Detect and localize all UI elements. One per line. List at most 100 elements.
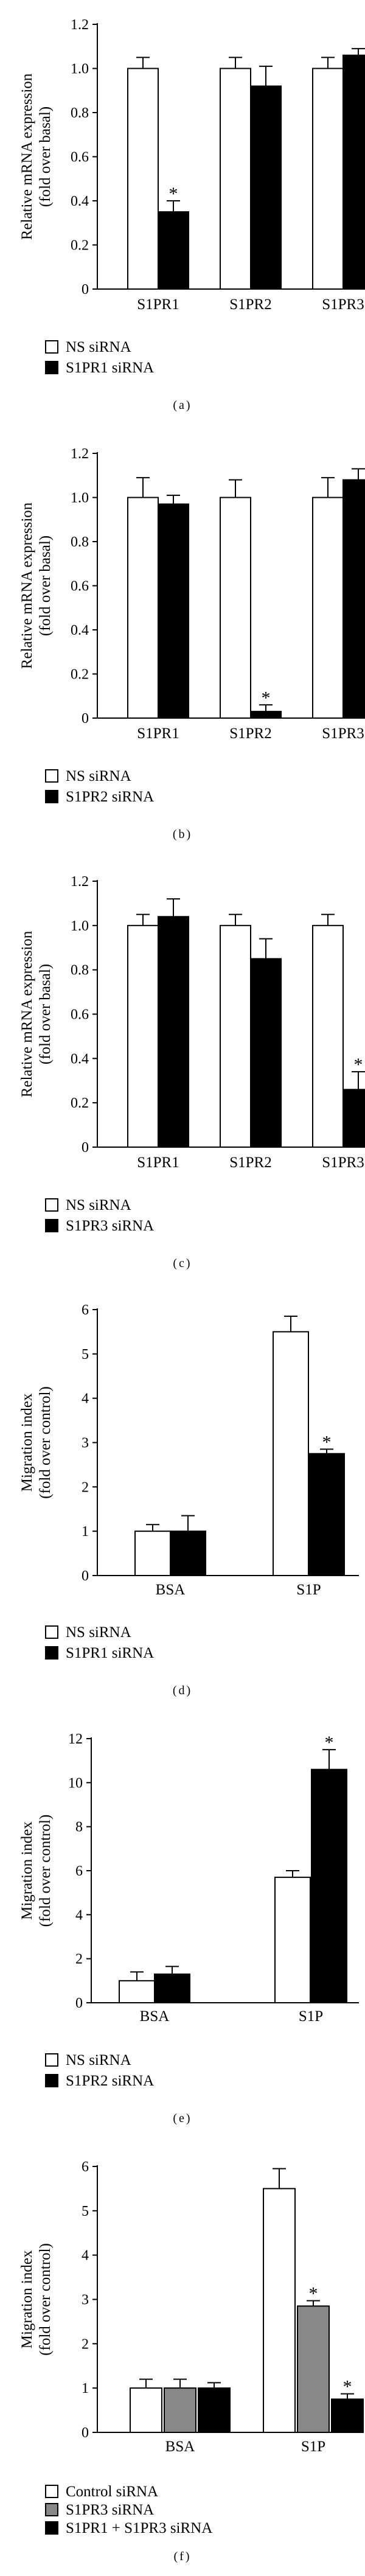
bar <box>127 924 159 1148</box>
y-tick-label: 6 <box>82 1302 89 1318</box>
y-tick-label: 10 <box>68 1775 83 1791</box>
legend-entry: S1PR2 siRNA <box>66 789 154 805</box>
y-axis-label: Relative mRNA expression <box>19 502 35 669</box>
y-tick-label: 5 <box>82 1347 89 1363</box>
significance-star: * <box>262 688 271 708</box>
y-tick-label: 3 <box>82 1436 89 1451</box>
y-tick-label: 0.2 <box>71 667 89 683</box>
bar <box>263 2188 296 2434</box>
y-tick-label: 4 <box>75 1907 83 1923</box>
legend-swatch <box>45 769 58 783</box>
y-tick-label: 2 <box>75 1952 83 1967</box>
category-label: S1P <box>296 1582 321 1598</box>
y-axis-label: Relative mRNA expression <box>19 73 35 240</box>
y-tick-label: 0.6 <box>71 579 89 595</box>
bar <box>158 211 189 290</box>
y-tick-label: 2 <box>82 2336 89 2352</box>
legend-swatch <box>45 340 58 354</box>
y-tick-label: 1.2 <box>71 17 89 33</box>
bar <box>154 1973 190 2004</box>
legend-entry: S1PR1 + S1PR3 siRNA <box>66 2520 212 2536</box>
y-tick-label: 0 <box>82 1568 89 1584</box>
bar <box>127 497 159 719</box>
legend-swatch <box>45 2053 58 2067</box>
panel-caption: (e) <box>173 2112 192 2125</box>
legend-entry: Control siRNA <box>66 2484 158 2500</box>
category-label: S1PR3 <box>322 296 364 313</box>
legend-entry: S1PR1 siRNA <box>66 1645 154 1661</box>
y-tick-label: 3 <box>82 2292 89 2308</box>
bar <box>250 958 282 1148</box>
y-axis-label: Migration index <box>19 2250 35 2348</box>
bar <box>134 1531 171 1577</box>
bar <box>342 1089 365 1148</box>
legend-swatch <box>45 361 58 374</box>
y-tick-label: 1.0 <box>71 61 89 77</box>
bar <box>312 68 344 290</box>
significance-star: * <box>354 1055 363 1075</box>
legend-swatch <box>45 2503 58 2516</box>
y-tick-label: 4 <box>82 2248 89 2264</box>
legend-swatch <box>45 2485 58 2498</box>
legend-swatch <box>45 1646 58 1660</box>
y-tick-label: 0.8 <box>71 105 89 121</box>
y-tick-label: 4 <box>82 1391 89 1407</box>
panel-caption: (a) <box>173 399 192 412</box>
legend-entry: S1PR1 siRNA <box>66 360 154 376</box>
y-axis-label-line2: (fold over basal) <box>37 106 54 207</box>
y-axis-label-line2: (fold over control) <box>37 1815 54 1927</box>
bar <box>119 1980 155 2003</box>
panel-caption: (d) <box>173 1684 192 1697</box>
significance-star: * <box>322 1432 332 1452</box>
y-tick-label: 5 <box>82 2204 89 2219</box>
legend-swatch <box>45 1219 58 1232</box>
significance-star: * <box>309 2284 318 2304</box>
bar <box>170 1531 206 1577</box>
y-tick-label: 0.8 <box>71 963 89 979</box>
y-tick-label: 0 <box>82 711 89 727</box>
bar <box>158 503 189 719</box>
category-label: BSA <box>165 2438 195 2455</box>
y-tick-label: 0.4 <box>71 1051 89 1067</box>
y-tick-label: 1 <box>82 2381 89 2396</box>
category-label: S1PR2 <box>229 1154 271 1171</box>
bar <box>342 479 365 719</box>
y-axis-label-line2: (fold over basal) <box>37 536 54 636</box>
y-tick-label: 2 <box>82 1479 89 1495</box>
bar <box>130 2387 162 2434</box>
category-label: S1P <box>299 2008 323 2025</box>
y-tick-label: 6 <box>75 1863 83 1879</box>
legend-swatch <box>45 1625 58 1639</box>
legend-entry: NS siRNA <box>66 768 131 784</box>
bar <box>250 85 282 290</box>
bar <box>198 2387 231 2434</box>
bar <box>308 1453 345 1576</box>
y-axis-label-line2: (fold over control) <box>37 1386 54 1499</box>
panel-caption: (b) <box>173 828 192 841</box>
significance-star: * <box>169 184 178 204</box>
y-tick-label: 0 <box>75 1995 83 2011</box>
category-label: S1PR3 <box>322 1154 364 1171</box>
category-label: S1PR1 <box>137 296 179 313</box>
category-label: BSA <box>156 1582 186 1598</box>
y-tick-label: 1.2 <box>71 446 89 462</box>
bar <box>311 1768 347 2003</box>
bar <box>220 924 251 1148</box>
bar <box>127 68 159 290</box>
legend-entry: NS siRNA <box>66 2052 131 2068</box>
y-tick-label: 0.4 <box>71 623 89 638</box>
y-tick-label: 1.2 <box>71 874 89 890</box>
y-axis-label-line2: (fold over control) <box>37 2243 54 2356</box>
panel-caption: (f) <box>174 2550 192 2563</box>
category-label: S1PR1 <box>137 1154 179 1171</box>
bar <box>312 497 344 719</box>
category-label: S1PR2 <box>229 725 271 742</box>
bar <box>273 1331 309 1577</box>
y-tick-label: 12 <box>68 1731 83 1747</box>
legend-swatch <box>45 1198 58 1212</box>
y-tick-label: 8 <box>75 1820 83 1835</box>
legend-entry: NS siRNA <box>66 1624 131 1641</box>
y-tick-label: 0 <box>82 282 89 298</box>
y-tick-label: 0.2 <box>71 238 89 254</box>
